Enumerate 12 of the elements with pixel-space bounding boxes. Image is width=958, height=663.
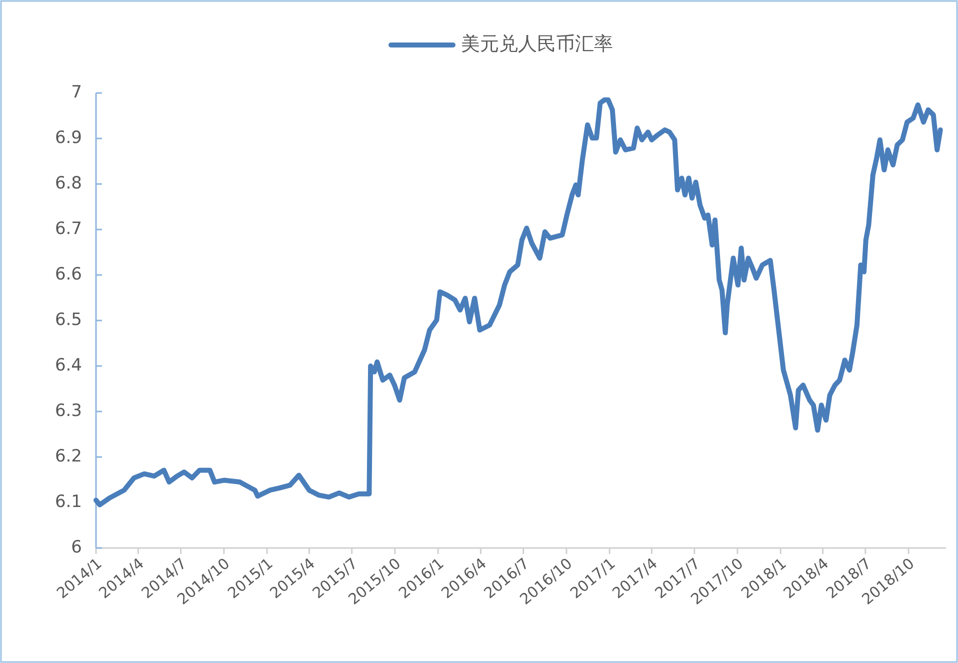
y-tick-label: 6.7: [54, 219, 82, 240]
y-tick-label: 6.3: [54, 401, 82, 422]
y-tick-label: 7: [71, 82, 82, 103]
y-tick-label: 6: [71, 538, 82, 558]
y-tick-label: 6.4: [54, 356, 82, 376]
y-tick-label: 6.1: [54, 492, 82, 512]
y-tick-label: 6.5: [54, 310, 82, 330]
legend-label: 美元兑人民币汇率: [461, 33, 613, 56]
y-tick-label: 6.8: [54, 174, 82, 194]
y-tick-label: 6.6: [54, 264, 82, 285]
y-tick-label: 6.2: [54, 446, 82, 467]
y-tick-label: 6.9: [54, 128, 82, 148]
